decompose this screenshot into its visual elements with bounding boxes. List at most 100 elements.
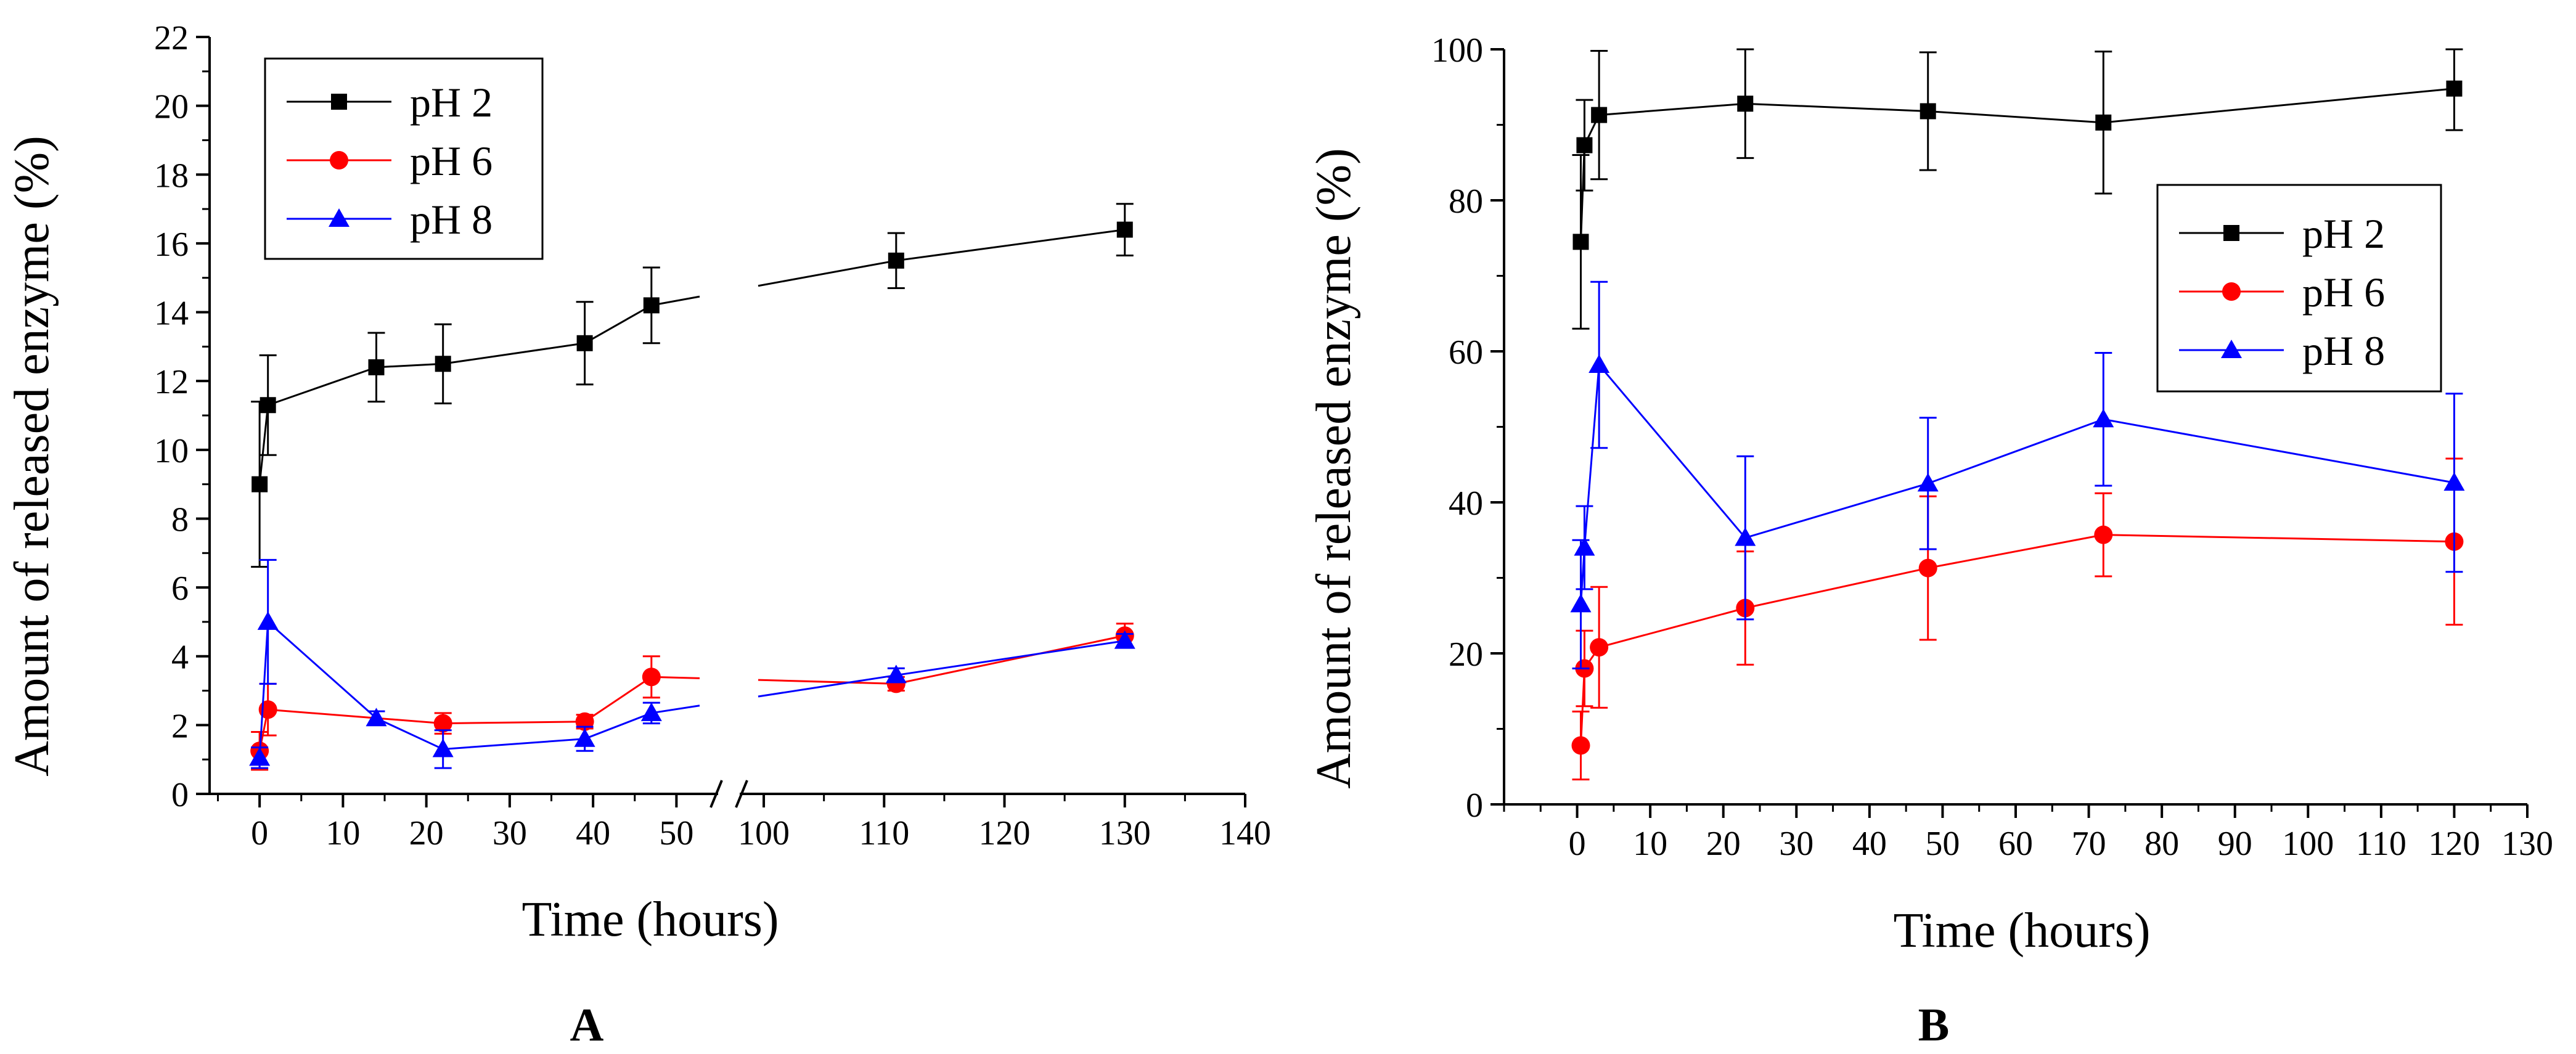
y-tick-label-a: 10	[154, 432, 189, 470]
x-tick-label-a: 30	[493, 814, 527, 852]
panel-label-b: B	[1918, 999, 1950, 1051]
data-point-a	[368, 359, 385, 375]
series-line-a	[896, 634, 1126, 685]
x-tick-label-b: 40	[1852, 825, 1887, 863]
data-point-b	[2094, 525, 2113, 544]
x-tick-label-a: 100	[738, 814, 790, 852]
series-line-a	[443, 738, 585, 750]
x-tick-label-a: 0	[251, 814, 268, 852]
series-line-a	[268, 366, 377, 406]
x-tick-label-b: 30	[1779, 825, 1813, 863]
x-tick-label-b: 110	[2356, 825, 2406, 863]
data-point-b	[1735, 527, 1756, 546]
x-tick-label-b: 90	[2218, 825, 2252, 863]
y-tick-label-a: 4	[171, 639, 189, 677]
data-point-b	[1589, 354, 1610, 374]
data-point-b	[1570, 594, 1592, 613]
data-point-a	[640, 702, 662, 721]
data-point-b	[1571, 736, 1590, 755]
y-tick-label-b: 100	[1431, 31, 1483, 70]
x-tick-label-b: 100	[2282, 825, 2334, 863]
legend-a	[264, 57, 544, 260]
data-point-b	[1590, 638, 1609, 657]
data-point-b	[2446, 80, 2463, 97]
legend-label-b: pH 6	[2302, 269, 2385, 316]
series-line-a	[758, 679, 896, 685]
y-tick-label-b: 60	[1449, 333, 1483, 372]
series-line-a	[443, 342, 585, 365]
x-axis-label-b: Time (hours)	[1893, 904, 2150, 958]
series-line-a	[376, 362, 443, 369]
series-line-a	[375, 717, 444, 750]
legend-label-b: pH 2	[2302, 210, 2385, 257]
x-tick-label-a: 130	[1099, 814, 1151, 852]
x-tick-label-a: 10	[325, 814, 360, 852]
data-point-b	[1917, 473, 1939, 492]
data-point-b	[1918, 558, 1937, 578]
y-tick-label-a: 14	[154, 295, 189, 333]
y-tick-label-a: 0	[171, 776, 189, 814]
data-point-a	[435, 356, 451, 372]
legend-marker-a	[331, 94, 347, 110]
data-point-a	[249, 747, 271, 766]
series-line-a	[443, 721, 585, 725]
series-line-a	[896, 229, 1125, 262]
data-point-b	[2093, 409, 2114, 428]
x-tick-label-b: 60	[1998, 825, 2033, 863]
data-point-b	[1920, 103, 1936, 120]
series-line-a	[584, 712, 652, 740]
data-point-a	[642, 668, 661, 687]
y-axis-label-a: Amount of released enzyme (%)	[5, 136, 59, 777]
series-line-a	[584, 676, 652, 723]
y-tick-label-b: 80	[1449, 182, 1483, 221]
data-point-b	[1591, 107, 1608, 123]
series-line-a	[258, 621, 269, 758]
data-point-b	[1576, 137, 1593, 153]
panel-label-a: A	[570, 999, 604, 1051]
chart-panel-b: 0 20 40 60 80 100 0 10 20 30 40 50 60 70 80 90 100 110 12…	[1307, 31, 2553, 1051]
axis-break-mark	[735, 780, 748, 808]
x-tick-label-b: 70	[2072, 825, 2106, 863]
y-axis-label-b: Amount of released enzyme (%)	[1307, 148, 1361, 789]
legend-marker-b	[2222, 282, 2241, 301]
series-line-a	[258, 405, 269, 484]
x-tick-label-b: 20	[1706, 825, 1741, 863]
legend-label-a: pH 6	[410, 137, 493, 184]
data-point-a	[251, 476, 268, 492]
x-axis-label-a: Time (hours)	[521, 893, 779, 947]
legend-marker-b	[2221, 340, 2242, 358]
data-point-a	[576, 335, 593, 351]
data-point-b	[1572, 234, 1589, 250]
x-tick-label-b: 130	[2501, 825, 2553, 863]
x-tick-label-b: 10	[1633, 825, 1667, 863]
y-tick-label-b: 20	[1449, 635, 1483, 674]
series-line-a	[651, 705, 700, 714]
y-tick-label-a: 6	[171, 570, 189, 608]
x-tick-label-b: 0	[1569, 825, 1586, 863]
x-tick-label-b: 80	[2145, 825, 2179, 863]
y-tick-label-a: 20	[154, 88, 189, 126]
data-point-a	[574, 728, 595, 747]
data-point-a	[1116, 221, 1133, 238]
series-line-a	[758, 259, 897, 287]
data-point-b	[1737, 96, 1754, 112]
series-line-a	[651, 295, 700, 306]
data-point-a	[366, 708, 387, 727]
y-tick-label-a: 8	[171, 500, 189, 539]
legend-label-b: pH 8	[2302, 327, 2385, 374]
y-tick-label-a: 22	[154, 19, 189, 57]
x-tick-label-a: 20	[409, 814, 444, 852]
x-tick-label-a: 40	[576, 814, 610, 852]
legend-marker-a	[330, 151, 348, 170]
x-tick-label-a: 140	[1219, 814, 1271, 852]
legend-b	[2156, 184, 2442, 393]
data-point-a	[260, 397, 276, 414]
series-line-a	[267, 621, 377, 719]
y-tick-label-b: 40	[1449, 484, 1483, 523]
legend-label-a: pH 8	[410, 196, 493, 243]
x-tick-label-a: 120	[979, 814, 1031, 852]
y-tick-label-a: 16	[154, 226, 189, 264]
series-line-a	[758, 674, 897, 698]
x-tick-label-a: 50	[659, 814, 693, 852]
